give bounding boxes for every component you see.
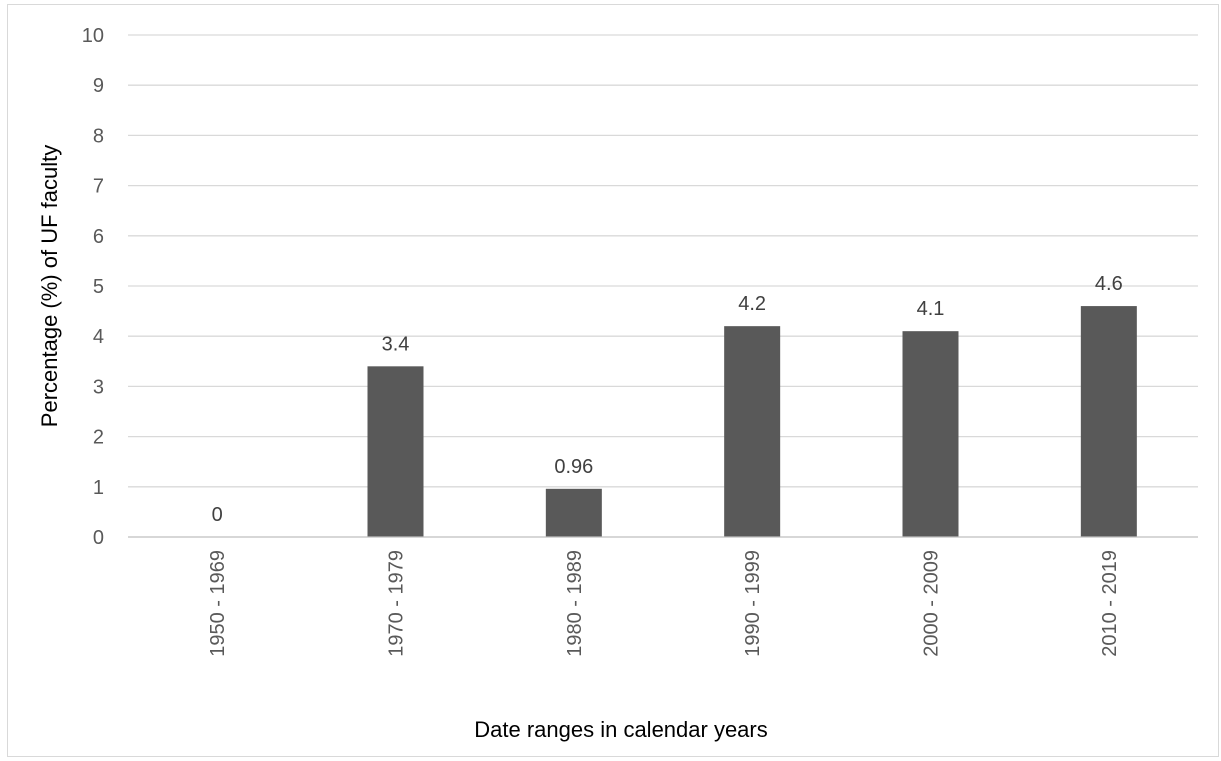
y-axis-ticks: 0 1 2 3 4 5 6 7 8 9 10 [82, 25, 104, 549]
y-tick-label: 9 [93, 75, 104, 97]
x-category-label: 1980 - 1989 [564, 550, 586, 657]
y-tick-label: 1 [93, 477, 104, 499]
x-axis-title: Date ranges in calendar years [474, 717, 768, 742]
data-label: 4.1 [917, 298, 945, 320]
gridlines [128, 34, 1198, 488]
x-category-label: 1990 - 1999 [742, 550, 764, 657]
data-labels: 0 3.4 0.96 4.2 4.1 4.6 [212, 273, 1123, 526]
y-tick-label: 0 [93, 527, 104, 549]
bar [545, 488, 602, 537]
bars [367, 306, 1137, 537]
data-label: 0 [212, 504, 223, 526]
y-tick-label: 7 [93, 176, 104, 198]
data-label: 3.4 [382, 333, 410, 355]
x-category-label: 1970 - 1979 [386, 550, 408, 657]
bar [1080, 306, 1137, 537]
x-axis-categories: 1950 - 1969 1970 - 1979 1980 - 1989 1990 - … [207, 550, 1121, 657]
x-category-label: 2010 - 2019 [1099, 550, 1121, 657]
bar [902, 331, 959, 537]
chart-area [7, 4, 1219, 757]
y-tick-label: 8 [93, 125, 104, 147]
bar [724, 326, 781, 537]
data-label: 4.2 [738, 293, 766, 315]
data-label: 4.6 [1095, 273, 1123, 295]
x-category-label: 1950 - 1969 [207, 550, 229, 657]
bar [367, 366, 424, 537]
data-label: 0.96 [554, 456, 593, 478]
y-tick-label: 6 [93, 226, 104, 248]
y-tick-label: 2 [93, 427, 104, 449]
y-tick-label: 5 [93, 276, 104, 298]
y-tick-label: 3 [93, 376, 104, 398]
y-tick-label: 4 [93, 326, 104, 348]
x-category-label: 2000 - 2009 [921, 550, 943, 657]
y-axis-title: Percentage (%) of UF faculty [37, 145, 62, 427]
y-tick-label: 10 [82, 25, 104, 47]
